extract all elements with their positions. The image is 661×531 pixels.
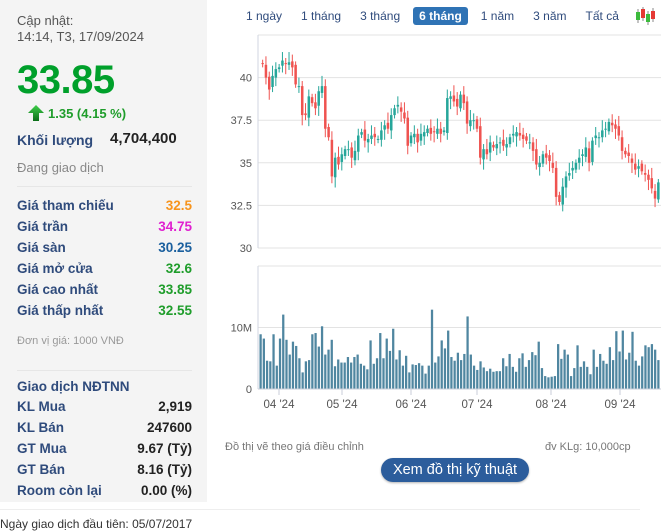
volume-unit-note: đv KLg: 10,000cp bbox=[545, 441, 631, 453]
foreign-trade-value: 2,919 bbox=[158, 399, 192, 414]
svg-text:07 '24: 07 '24 bbox=[462, 399, 494, 411]
price-info-label: Giá tham chiếu bbox=[17, 198, 114, 213]
svg-text:37.5: 37.5 bbox=[231, 115, 252, 127]
foreign-trade-label: Room còn lại bbox=[17, 483, 102, 498]
foreign-trade-label: GT Mua bbox=[17, 441, 67, 456]
price-info-row: Giá thấp nhất 32.55 bbox=[17, 303, 192, 318]
svg-text:06 '24: 06 '24 bbox=[396, 399, 428, 411]
price-info-row: Giá trần 34.75 bbox=[17, 219, 192, 234]
price-info-label: Giá trần bbox=[17, 219, 69, 234]
foreign-trade-row: KL Mua 2,919 bbox=[17, 399, 192, 414]
svg-text:32.5: 32.5 bbox=[231, 200, 252, 212]
price-info-label: Giá cao nhất bbox=[17, 282, 99, 297]
trading-status: Đang giao dịch bbox=[17, 160, 104, 175]
price-info-label: Giá mở cửa bbox=[17, 261, 93, 276]
svg-text:30: 30 bbox=[240, 243, 252, 255]
price-info-value: 32.6 bbox=[165, 261, 192, 276]
arrow-up-icon bbox=[28, 105, 44, 121]
foreign-trade-row: Room còn lại 0.00 (%) bbox=[17, 483, 192, 498]
divider bbox=[0, 509, 640, 510]
svg-text:40: 40 bbox=[240, 73, 252, 85]
tab-Tất-cả[interactable]: Tất cả bbox=[585, 9, 619, 23]
price-info-row: Giá cao nhất 33.85 bbox=[17, 282, 192, 297]
tab-3-tháng[interactable]: 3 tháng bbox=[360, 9, 401, 23]
quote-panel: Cập nhật: 14:14, T3, 17/09/2024 33.85 1.… bbox=[0, 0, 207, 502]
foreign-trade-row: GT Mua 9.67 (Tỷ) bbox=[17, 441, 192, 456]
price-info-value: 32.5 bbox=[165, 198, 192, 213]
candlestick-toggle-icon[interactable] bbox=[634, 6, 658, 26]
volume-value: 4,704,400 bbox=[110, 130, 177, 147]
price-info-row: Giá sàn 30.25 bbox=[17, 240, 192, 255]
tab-1-ngày[interactable]: 1 ngày bbox=[246, 9, 283, 23]
price-info-row: Giá tham chiếu 32.5 bbox=[17, 198, 192, 213]
svg-text:35: 35 bbox=[240, 158, 252, 170]
tab-1-năm[interactable]: 1 năm bbox=[480, 9, 515, 23]
first-trade-date: Ngày giao dịch đầu tiên: 05/07/2017 bbox=[0, 517, 193, 531]
svg-text:0: 0 bbox=[246, 384, 252, 396]
price-info-value: 30.25 bbox=[158, 240, 192, 255]
foreign-trade-value: 8.16 (Tỷ) bbox=[137, 462, 192, 477]
current-price: 33.85 bbox=[17, 58, 115, 102]
foreign-trade-row: GT Bán 8.16 (Tỷ) bbox=[17, 462, 192, 477]
svg-text:04 '24: 04 '24 bbox=[264, 399, 296, 411]
foreign-trade-value: 0.00 (%) bbox=[140, 483, 192, 498]
foreign-trade-label: KL Bán bbox=[17, 420, 65, 435]
update-time: 14:14, T3, 17/09/2024 bbox=[17, 29, 144, 44]
svg-text:09 '24: 09 '24 bbox=[605, 399, 637, 411]
foreign-trade-title: Giao dịch NĐTNN bbox=[17, 379, 130, 394]
price-change: 1.35 (4.15 %) bbox=[27, 104, 126, 122]
svg-text:08 '24: 08 '24 bbox=[536, 399, 568, 411]
period-tabs: 1 ngày 1 tháng 3 tháng 6 tháng 1 năm 3 năm Tất… bbox=[240, 6, 658, 26]
volume-label: Khối lượng bbox=[17, 132, 94, 148]
foreign-trade-value: 247600 bbox=[146, 420, 192, 435]
technical-chart-button[interactable]: Xem đồ thị kỹ thuật bbox=[381, 458, 529, 482]
price-volume-chart[interactable]: 30 32.5 35 37.5 40 0 10M 04 '24 05 '24 06 '24 07 '… bbox=[220, 30, 661, 425]
foreign-trade-label: KL Mua bbox=[17, 399, 66, 414]
divider bbox=[17, 186, 192, 187]
price-info-value: 34.75 bbox=[158, 219, 192, 234]
price-info-row: Giá mở cửa 32.6 bbox=[17, 261, 192, 276]
svg-text:10M: 10M bbox=[231, 323, 252, 335]
price-info-label: Giá sàn bbox=[17, 240, 66, 255]
tab-3-năm[interactable]: 3 năm bbox=[533, 9, 567, 23]
divider bbox=[17, 370, 192, 371]
update-label: Cập nhật: bbox=[17, 13, 74, 28]
adjusted-price-note: Đồ thị vẽ theo giá điều chỉnh bbox=[225, 441, 364, 453]
tab-6-tháng[interactable]: 6 tháng bbox=[413, 7, 468, 25]
foreign-trade-label: GT Bán bbox=[17, 462, 66, 477]
foreign-trade-value: 9.67 (Tỷ) bbox=[137, 441, 192, 456]
svg-text:05 '24: 05 '24 bbox=[327, 399, 359, 411]
price-info-value: 33.85 bbox=[158, 282, 192, 297]
price-info-value: 32.55 bbox=[158, 303, 192, 318]
unit-note: Đơn vị giá: 1000 VNĐ bbox=[17, 335, 124, 347]
price-info-label: Giá thấp nhất bbox=[17, 303, 104, 318]
foreign-trade-row: KL Bán 247600 bbox=[17, 420, 192, 435]
tab-1-tháng[interactable]: 1 tháng bbox=[301, 9, 342, 23]
change-value: 1.35 (4.15 %) bbox=[48, 105, 127, 121]
